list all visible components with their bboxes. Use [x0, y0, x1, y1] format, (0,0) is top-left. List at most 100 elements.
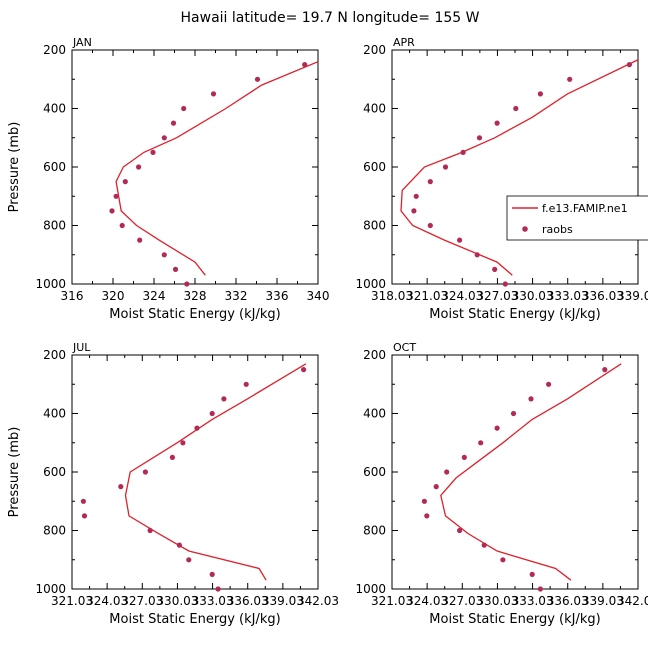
raob-point — [537, 91, 544, 97]
raob-point — [492, 266, 498, 272]
raob-point — [210, 91, 217, 97]
x-tick-label: 328 — [184, 289, 207, 303]
raob-point — [474, 252, 480, 258]
y-axis-label: Pressure (mb) — [7, 427, 22, 518]
raob-point — [186, 557, 192, 563]
panel-jan: JAN 316 320 324 328 332 336 340 200 400 600 800 1000… — [7, 36, 329, 322]
raob-point — [411, 208, 417, 214]
y-tick-label: 200 — [363, 348, 386, 362]
raob-point — [170, 120, 177, 126]
raob-point — [421, 498, 427, 504]
raob-point — [427, 222, 433, 229]
legend-box — [506, 195, 648, 241]
x-tick-label: 330.03 — [512, 289, 554, 303]
raob-point — [481, 542, 487, 548]
raob-point — [161, 252, 167, 258]
panel-title: OCT — [393, 341, 416, 354]
raob-point — [80, 498, 86, 504]
x-tick-label: 342.03 — [617, 594, 648, 608]
x-tick-label: 327.03 — [441, 594, 483, 608]
panels: JAN 316 320 324 328 332 336 340 200 400 600 800 1000… — [7, 36, 648, 627]
x-tick-label: 342.03 — [297, 594, 339, 608]
x-tick-label: 318.03 — [371, 289, 413, 303]
raob-point — [169, 454, 175, 460]
raob-point — [602, 367, 608, 373]
y-tick-label: 400 — [43, 407, 66, 421]
panel-title: JUL — [72, 341, 91, 354]
x-tick-label: 336.03 — [582, 289, 624, 303]
raob-point — [215, 586, 221, 592]
raob-point — [442, 164, 449, 170]
legend-obs-label: raobs — [542, 223, 573, 236]
raob-point — [476, 135, 483, 141]
y-tick-label: 200 — [43, 348, 66, 362]
legend-model-label: f.e13.FAMIP.ne1 — [542, 202, 628, 215]
raob-point — [413, 193, 419, 199]
raob-point — [457, 527, 463, 534]
raob-point — [302, 62, 308, 68]
y-tick-label: 400 — [43, 102, 66, 116]
raob-point — [137, 237, 143, 243]
raob-point — [118, 484, 124, 490]
x-tick-label: 332 — [225, 289, 248, 303]
y-tick-label: 400 — [363, 102, 386, 116]
plot-frame — [391, 49, 639, 285]
x-tick-label: 340 — [307, 289, 330, 303]
y-tick-label: 1000 — [35, 582, 66, 596]
x-tick-label: 321.03 — [371, 594, 413, 608]
plot-frame — [71, 49, 319, 285]
raob-point — [461, 454, 467, 460]
x-tick-label: 336.03 — [227, 594, 269, 608]
raob-point — [150, 149, 156, 155]
raob-point — [528, 396, 534, 402]
raob-point — [457, 237, 463, 243]
raob-point — [510, 410, 517, 417]
model-profile-line — [124, 363, 307, 581]
y-tick-label: 1000 — [35, 277, 66, 291]
legend-obs-swatch — [522, 226, 528, 232]
y-tick-label: 600 — [43, 160, 66, 174]
x-tick-label: 339.03 — [582, 594, 624, 608]
x-tick-label: 333.03 — [192, 594, 234, 608]
x-tick-label: 330.03 — [476, 594, 518, 608]
raob-point — [184, 281, 190, 287]
x-tick-label: 324.03 — [406, 594, 448, 608]
x-axis-label: Moist Static Energy (kJ/kg) — [429, 307, 600, 322]
raob-point — [176, 542, 182, 548]
raob-point — [122, 179, 128, 185]
raob-point — [546, 381, 552, 387]
raob-point — [180, 440, 186, 446]
legend: f.e13.FAMIP.ne1 raobs — [506, 195, 648, 241]
y-tick-label: 600 — [363, 160, 386, 174]
raob-point — [502, 281, 508, 287]
raob-point — [194, 425, 200, 431]
x-tick-label: 321.03 — [51, 594, 93, 608]
raob-point — [147, 527, 153, 534]
panel-jul: JUL321.03324.03327.03330.03333.03336.033… — [7, 341, 339, 627]
raob-point — [142, 469, 148, 475]
y-tick-label: 1000 — [355, 582, 386, 596]
x-axis-label: Moist Static Energy (kJ/kg) — [109, 612, 280, 627]
raob-point — [427, 179, 433, 185]
y-tick-label: 200 — [363, 43, 386, 57]
x-tick-label: 330.03 — [156, 594, 198, 608]
panel-apr: APR318.03321.03324.03327.03330.03333.033… — [355, 36, 648, 322]
x-tick-label: 327.03 — [121, 594, 163, 608]
panel-title: APR — [393, 36, 415, 49]
model-profile-line — [400, 59, 638, 276]
y-tick-label: 600 — [363, 465, 386, 479]
x-tick-label: 336.03 — [547, 594, 589, 608]
raob-point — [494, 120, 500, 126]
raob-point — [209, 410, 215, 417]
x-tick-label: 339.03 — [262, 594, 304, 608]
raob-point — [254, 76, 261, 82]
y-tick-label: 800 — [43, 524, 66, 538]
raob-point — [161, 135, 167, 141]
x-tick-label: 324 — [143, 289, 166, 303]
panel-oct: OCT321.03324.03327.03330.03333.03336.033… — [355, 341, 648, 627]
raob-point — [494, 425, 500, 431]
raob-point — [433, 484, 439, 490]
raob-point — [172, 266, 179, 272]
x-tick-label: 321.03 — [406, 289, 448, 303]
y-tick-label: 600 — [43, 465, 66, 479]
